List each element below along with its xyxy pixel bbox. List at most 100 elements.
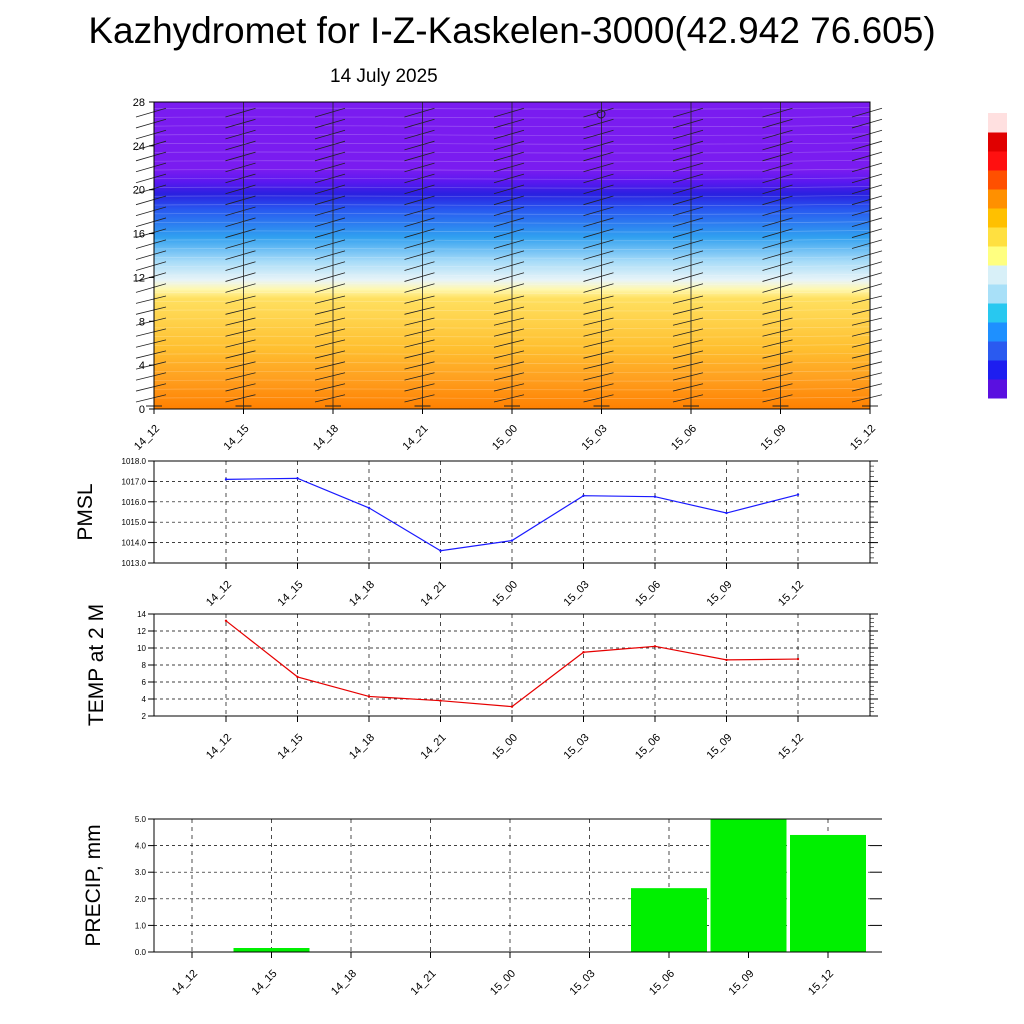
x-tick-label: 14_21 [419,732,449,762]
wind-barb [135,206,167,217]
wind-barb [672,107,704,118]
colorbar [988,113,1007,399]
wind-barb [851,350,883,359]
wind-barb [493,383,525,392]
wind-barb [672,383,704,392]
wind-barb [404,361,435,370]
contour-line [153,387,871,391]
wind-barb [762,339,793,348]
wind-barb [851,272,883,282]
wind-barb [225,295,256,304]
wind-barb [672,361,704,370]
colorbar-segment [988,379,1007,399]
wind-barb [404,162,435,173]
wind-barb [672,261,704,271]
data-point [224,619,228,622]
y-axis-label: PRECIP, mm [82,824,105,946]
wind-barb [135,107,167,118]
wind-barb [314,339,346,348]
wind-barb [135,339,167,348]
y-tick-label: 16 [133,229,145,241]
y-tick-label: 4.0 [135,842,147,851]
contour-line [153,300,871,303]
y-tick-label: 1013.0 [122,559,147,568]
wind-barb [583,195,614,206]
x-tick-label: 14_12 [132,423,162,453]
wind-barb [314,107,346,118]
x-tick-label: 15_12 [776,732,806,762]
x-tick-label: 15_06 [669,423,699,453]
y-tick-label: 12 [137,627,146,636]
wind-barb [762,283,793,293]
wind-barb [225,195,256,206]
wind-barb [493,107,525,118]
page-title: Kazhydromet for I-Z-Kaskelen-3000(42.942… [88,10,936,51]
x-tick-label: 15_06 [633,732,663,762]
wind-barb [493,272,525,282]
wind-barb [404,250,435,260]
wind-barb [493,350,525,359]
x-tick-label: 14_18 [311,423,341,453]
wind-barb [314,317,346,326]
wind-barb [583,184,614,195]
wind-barb [404,206,435,217]
wind-barb [225,372,256,381]
x-tick-label: 15_06 [633,579,663,609]
colorbar-segment [988,341,1007,361]
wind-barb [135,118,167,129]
data-point [439,549,442,552]
wind-barb [314,328,346,337]
wind-barb [762,306,793,315]
wind-barb [851,328,883,337]
wind-barb [583,350,614,359]
wind-barb [851,118,883,129]
wind-barb [135,295,167,304]
wind-barb [672,306,704,315]
wind-barb [493,228,525,238]
wind-barb [583,306,614,315]
colorbar-segment [988,227,1007,247]
data-point [796,493,800,496]
wind-barb [583,151,614,162]
wind-barb [851,195,883,206]
wind-barb [404,195,435,206]
contour-line [153,344,871,347]
wind-barb [404,372,435,381]
wind-barb [583,107,614,118]
data-point [296,477,299,480]
data-point [510,539,514,542]
wind-barb [314,306,346,315]
wind-barb [493,306,525,315]
wind-barb [404,394,435,403]
data-point [439,699,442,702]
data-point [296,675,299,679]
wind-barb [314,394,346,403]
wind-barb [314,272,346,282]
data-point [653,495,657,498]
wind-barb [135,217,167,227]
wind-barb [762,173,793,184]
wind-barb [314,195,346,206]
x-tick-label: 15_03 [580,423,610,453]
x-tick-label: 15_12 [806,968,836,998]
x-tick-label: 14_21 [419,579,449,609]
wind-barb [225,228,256,238]
x-tick-label: 15_03 [568,968,598,998]
y-tick-label: 28 [133,97,145,109]
wind-barb [404,272,435,282]
wind-barb [493,151,525,162]
wind-barb [672,317,704,326]
y-tick-label: 4 [139,360,145,372]
wind-barb [404,151,435,162]
wind-barb [672,372,704,381]
contour-line [153,317,871,321]
wind-barb [493,250,525,260]
wind-barb [672,283,704,293]
wind-barb [225,272,256,282]
data-point [796,657,800,661]
wind-barb [493,283,525,293]
wind-barb [404,328,435,337]
wind-barb [135,372,167,381]
wind-barb [404,317,435,326]
wind-barb [493,239,525,249]
